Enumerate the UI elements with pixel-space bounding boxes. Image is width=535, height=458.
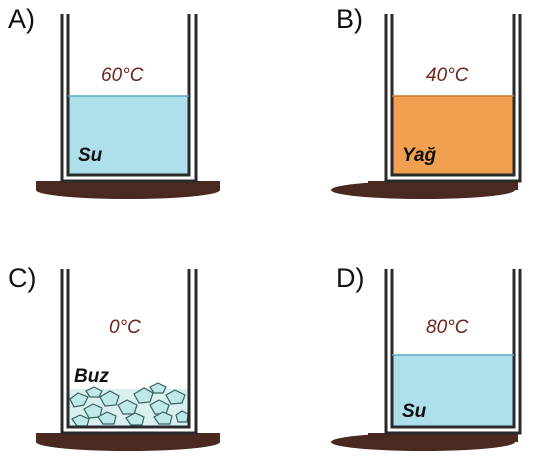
temperature-label: 40°C	[426, 65, 469, 86]
substance-label: Su	[78, 145, 103, 166]
temperature-label: 80°C	[426, 317, 469, 338]
beaker-d	[331, 269, 522, 451]
option-a-panel: A) 60°C Su	[0, 0, 267, 229]
beaker-b	[331, 14, 522, 199]
ice-cubes	[68, 382, 189, 427]
beaker-wall	[60, 14, 198, 183]
base-plate	[368, 433, 518, 442]
beaker-wall	[384, 269, 522, 435]
option-c-panel: C) 0°C Buz	[0, 229, 267, 458]
option-letter: D)	[336, 263, 365, 293]
substance-label: Buz	[74, 366, 109, 387]
beaker-c	[36, 269, 220, 451]
temperature-label: 0°C	[109, 317, 141, 338]
base-plate	[36, 181, 220, 190]
beaker-wall	[384, 14, 522, 183]
base-plate	[36, 433, 220, 442]
option-letter: C)	[8, 263, 37, 293]
temperature-label: 60°C	[101, 65, 144, 86]
base-plate	[368, 181, 518, 190]
liquid-water	[68, 96, 189, 175]
option-d-panel: D) 80°C Su	[268, 229, 535, 458]
option-letter: A)	[8, 4, 35, 34]
option-b-panel: B) 40°C Yağ	[268, 0, 535, 229]
substance-label: Su	[402, 401, 427, 422]
beaker-a	[36, 14, 220, 199]
substance-label: Yağ	[402, 145, 437, 166]
liquid-oil	[392, 96, 514, 175]
option-letter: B)	[336, 4, 363, 34]
liquid-water	[392, 355, 514, 427]
beaker-wall	[60, 269, 198, 435]
